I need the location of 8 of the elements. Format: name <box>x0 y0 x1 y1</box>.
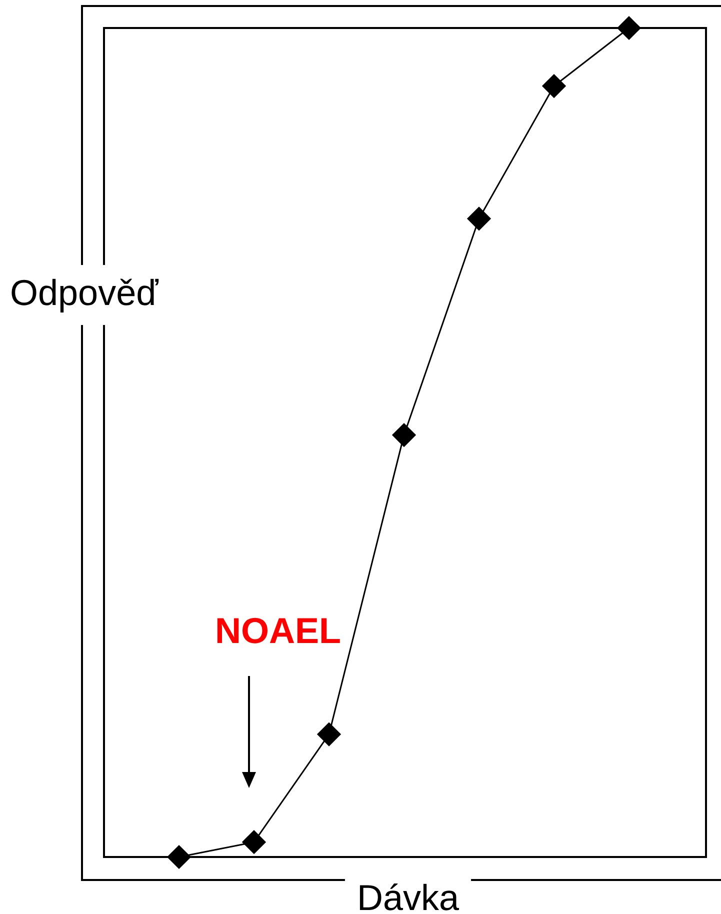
point <box>467 206 491 230</box>
y-axis-title: Odpověď <box>10 272 160 313</box>
x-axis-title: Dávka <box>356 876 460 914</box>
point <box>242 830 266 854</box>
point <box>392 423 416 447</box>
point <box>542 74 566 98</box>
point <box>317 722 341 746</box>
annotation: NOAEL <box>215 610 341 651</box>
